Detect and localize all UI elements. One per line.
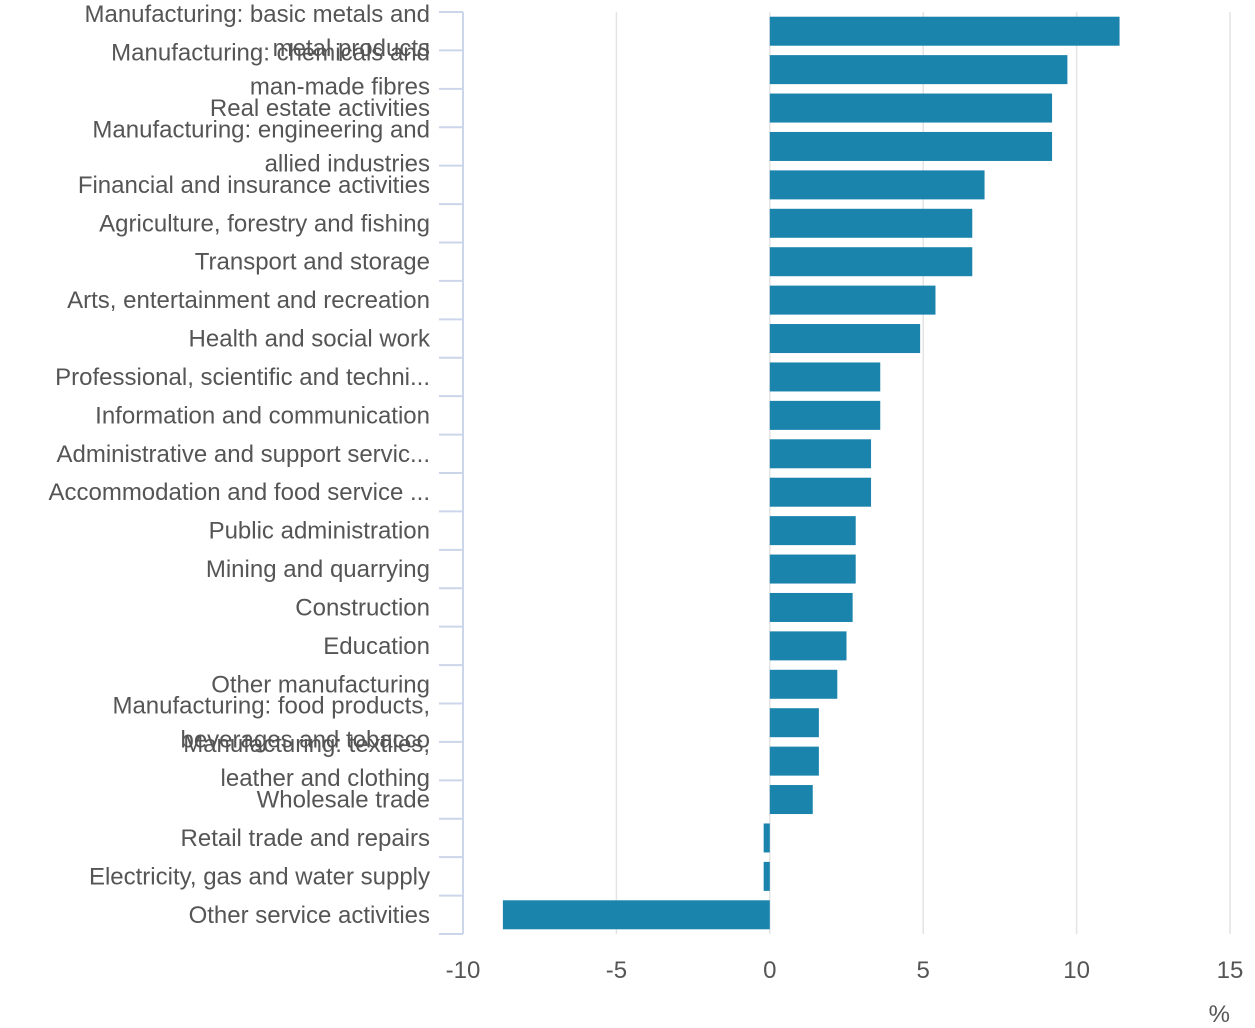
bar	[769, 55, 1068, 85]
bar	[769, 362, 881, 392]
category-label: Accommodation and food service ...	[48, 479, 430, 506]
bar	[769, 247, 973, 277]
bar	[769, 439, 872, 469]
category-label: Construction	[295, 594, 430, 621]
unit-label: %	[1209, 1001, 1230, 1028]
category-label: Professional, scientific and techni...	[55, 364, 430, 391]
category-label: Retail trade and repairs	[181, 825, 430, 852]
category-labels: Manufacturing: basic metals and metal pro…	[48, 1, 431, 929]
bar	[769, 170, 985, 200]
category-label: Manufacturing: basic metals and metal pro…	[84, 1, 430, 62]
x-axis-ticks: -10 -5 0 5 10 15	[446, 957, 1244, 984]
bar	[769, 516, 856, 546]
category-label: Wholesale trade	[257, 787, 430, 814]
bar	[769, 554, 856, 584]
bar	[502, 900, 770, 930]
x-tick-label: 15	[1217, 957, 1244, 984]
category-label: Electricity, gas and water supply	[89, 863, 430, 890]
bar	[769, 16, 1120, 46]
bar	[769, 131, 1053, 161]
x-tick-label: 5	[917, 957, 930, 984]
category-label: Manufacturing: engineering and allied ind…	[92, 116, 430, 177]
bar	[769, 208, 973, 238]
category-label: Other service activities	[189, 902, 430, 929]
x-tick-label: -5	[606, 957, 627, 984]
bar	[769, 631, 847, 661]
category-label: Administrative and support servic...	[57, 441, 431, 468]
bar	[769, 669, 838, 699]
category-label: Manufacturing: chemicals and man-made fib…	[111, 40, 430, 101]
bars	[502, 16, 1120, 930]
bar	[769, 785, 813, 815]
category-label: Public administration	[209, 518, 430, 545]
bar	[769, 592, 853, 622]
category-label: Education	[323, 633, 430, 660]
category-label: Transport and storage	[195, 249, 430, 276]
x-tick-label: 10	[1063, 957, 1090, 984]
category-label: Manufacturing: food products, beverages a…	[112, 693, 430, 754]
category-label: Agriculture, forestry and fishing	[99, 210, 430, 237]
category-axis	[439, 11, 464, 935]
bar	[769, 477, 872, 507]
category-label: Information and communication	[95, 402, 430, 429]
category-label: Health and social work	[189, 326, 431, 353]
category-label: Other manufacturing	[211, 671, 430, 698]
bar	[769, 93, 1053, 123]
bar	[763, 861, 770, 891]
bar	[769, 285, 936, 315]
category-label: Real estate activities	[210, 95, 430, 122]
bar	[769, 708, 819, 738]
bar	[769, 746, 819, 776]
bar	[763, 823, 770, 853]
gridlines	[615, 12, 1231, 934]
category-label: Manufacturing: textiles, leather and clot…	[183, 731, 430, 792]
category-label: Financial and insurance activities	[78, 172, 430, 199]
bar	[769, 400, 881, 430]
category-label: Arts, entertainment and recreation	[67, 287, 430, 314]
bar	[769, 324, 921, 354]
x-tick-label: 0	[763, 957, 776, 984]
x-tick-label: -10	[446, 957, 481, 984]
category-label: Mining and quarrying	[206, 556, 430, 583]
